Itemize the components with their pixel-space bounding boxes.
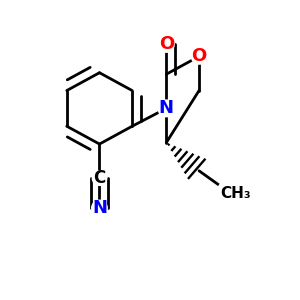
- Circle shape: [158, 100, 175, 117]
- Circle shape: [217, 180, 244, 206]
- Circle shape: [92, 200, 107, 216]
- Text: N: N: [92, 199, 107, 217]
- Circle shape: [92, 171, 106, 185]
- Text: O: O: [159, 35, 174, 53]
- Text: CH₃: CH₃: [220, 186, 251, 201]
- Text: O: O: [191, 47, 207, 65]
- Text: N: N: [159, 99, 174, 117]
- Circle shape: [191, 49, 207, 64]
- Text: C: C: [93, 169, 106, 187]
- Circle shape: [159, 37, 174, 52]
